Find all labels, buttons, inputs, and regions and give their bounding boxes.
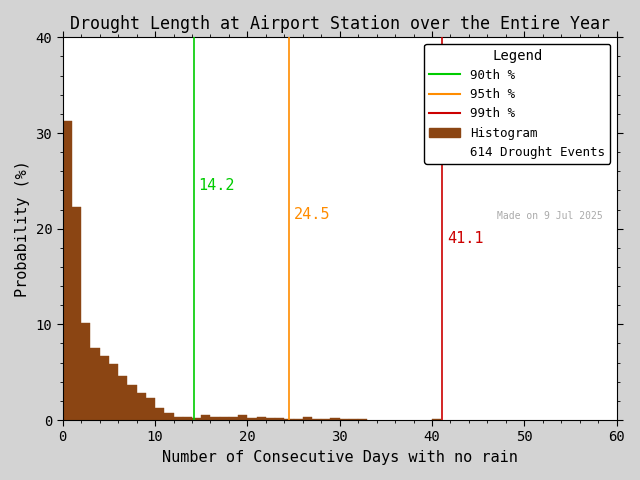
Title: Drought Length at Airport Station over the Entire Year: Drought Length at Airport Station over t… xyxy=(70,15,610,33)
Bar xyxy=(211,417,220,420)
Bar xyxy=(201,415,211,420)
Bar xyxy=(340,419,349,420)
Bar xyxy=(303,417,312,420)
Bar xyxy=(257,417,266,420)
Bar xyxy=(432,419,441,420)
Bar xyxy=(183,417,192,420)
Bar xyxy=(164,413,173,420)
Bar xyxy=(100,356,109,420)
Bar xyxy=(155,408,164,420)
Bar xyxy=(321,419,330,420)
Bar xyxy=(90,348,100,420)
Bar xyxy=(312,419,321,420)
Bar xyxy=(349,419,358,420)
Text: Made on 9 Jul 2025: Made on 9 Jul 2025 xyxy=(497,212,603,221)
Bar xyxy=(173,417,183,420)
Bar xyxy=(192,418,201,420)
Bar xyxy=(109,363,118,420)
Text: 41.1: 41.1 xyxy=(447,231,483,246)
Bar xyxy=(238,415,247,420)
Bar xyxy=(358,419,367,420)
Bar xyxy=(247,418,257,420)
Text: 14.2: 14.2 xyxy=(198,178,235,193)
Bar xyxy=(294,419,303,420)
Bar xyxy=(81,324,90,420)
Bar xyxy=(284,419,294,420)
Bar xyxy=(275,418,284,420)
X-axis label: Number of Consecutive Days with no rain: Number of Consecutive Days with no rain xyxy=(162,450,518,465)
Text: 24.5: 24.5 xyxy=(294,207,330,222)
Bar xyxy=(63,120,72,420)
Y-axis label: Probability (%): Probability (%) xyxy=(15,160,30,297)
Bar xyxy=(118,376,127,420)
Bar xyxy=(72,207,81,420)
Bar xyxy=(127,384,136,420)
Bar xyxy=(229,417,238,420)
Legend: 90th %, 95th %, 99th %, Histogram, 614 Drought Events: 90th %, 95th %, 99th %, Histogram, 614 D… xyxy=(424,44,611,164)
Bar xyxy=(146,398,155,420)
Bar xyxy=(266,418,275,420)
Bar xyxy=(136,393,146,420)
Bar xyxy=(330,418,340,420)
Bar xyxy=(220,417,229,420)
